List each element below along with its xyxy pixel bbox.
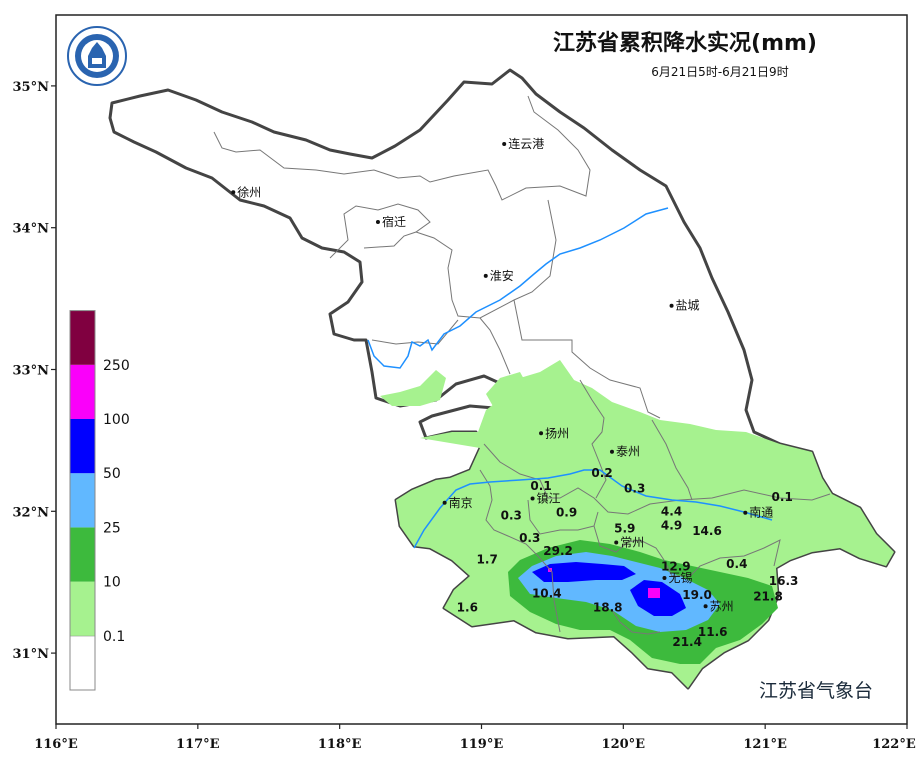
station-value-label: 21.8 bbox=[753, 589, 783, 603]
city-label: 扬州 bbox=[545, 425, 569, 440]
city-label: 徐州 bbox=[237, 184, 261, 199]
x-tick-label: 118°E bbox=[318, 737, 362, 752]
station-values: 0.20.30.10.10.3 0.9 4.45.9 4.9 14.60.329.21.… bbox=[457, 466, 799, 649]
legend-level-label: 50 bbox=[103, 466, 121, 482]
city-dot bbox=[530, 496, 535, 501]
chart-subtitle: 6月21日5时-6月21日9时 bbox=[651, 65, 788, 79]
station-value-label: 0.4 bbox=[726, 557, 747, 571]
station-value-label: 21.4 bbox=[672, 635, 702, 649]
city-dot bbox=[502, 142, 507, 147]
rain-area-100-250 bbox=[648, 588, 660, 598]
city-dot bbox=[703, 604, 708, 609]
rain-area-50-100-west bbox=[532, 562, 636, 582]
station-value-label: 16.3 bbox=[769, 574, 799, 588]
station-value-label: 1.6 bbox=[457, 601, 478, 615]
city-label: 南通 bbox=[749, 505, 773, 520]
station-value-label: 4.9 bbox=[661, 518, 682, 532]
city-label: 南京 bbox=[449, 495, 473, 510]
city-dot bbox=[609, 449, 614, 454]
station-value-label: 18.8 bbox=[593, 601, 623, 615]
city-label: 淮安 bbox=[490, 268, 514, 283]
rain-patch-central bbox=[486, 372, 530, 408]
legend-level-label: 25 bbox=[103, 520, 121, 536]
y-tick-label: 31°N bbox=[13, 647, 50, 662]
city-dot bbox=[231, 190, 236, 195]
station-value-label: 14.6 bbox=[692, 524, 722, 538]
station-value-label: 0.3 bbox=[519, 531, 540, 545]
station-value-label: 1.7 bbox=[477, 553, 498, 567]
city-dot bbox=[743, 510, 748, 515]
station-value-label: 29.2 bbox=[543, 544, 573, 558]
prefecture-boundaries bbox=[213, 95, 831, 635]
chart-title: 江苏省累积降水实况(mm) bbox=[553, 30, 817, 56]
city-dot bbox=[539, 431, 544, 436]
y-tick-label: 32°N bbox=[13, 505, 50, 520]
city-label: 镇江 bbox=[537, 492, 561, 506]
city-dot bbox=[669, 303, 674, 308]
legend-level-label: 100 bbox=[103, 412, 130, 428]
y-tick-label: 33°N bbox=[13, 364, 50, 379]
city-dot bbox=[442, 500, 447, 505]
station-value-label: 0.3 bbox=[624, 482, 645, 496]
rain-patch-north bbox=[380, 370, 446, 406]
legend-border bbox=[69, 310, 96, 691]
x-tick-label: 120°E bbox=[602, 737, 646, 752]
legend-swatch bbox=[70, 473, 95, 528]
y-tick-label: 34°N bbox=[13, 222, 50, 237]
city-dot bbox=[375, 220, 380, 225]
x-tick-label: 117°E bbox=[176, 737, 220, 752]
station-value-label: 0.2 bbox=[591, 466, 612, 480]
legend-level-label: 0.1 bbox=[103, 629, 125, 645]
city-label: 宿迁 bbox=[382, 214, 406, 229]
legend-swatch bbox=[69, 635, 96, 691]
city-label: 盐城 bbox=[676, 299, 700, 313]
city-label: 连云港 bbox=[508, 136, 544, 151]
x-tick-label: 122°E bbox=[872, 737, 916, 752]
jiangsu-meteorological-logo-icon bbox=[67, 26, 127, 86]
station-value-label: 12.9 bbox=[661, 560, 691, 574]
station-value-label: 4.4 bbox=[661, 504, 682, 518]
color-legend: 0.1 10 25 50 100 250 bbox=[69, 310, 130, 691]
legend-swatch bbox=[70, 364, 95, 419]
city-label: 常州 bbox=[620, 535, 644, 549]
axis-ticks: 116°E 117°E 118°E 119°E 120°E 121°E 122°E 31°N 3… bbox=[13, 80, 916, 752]
legend-level-label: 10 bbox=[103, 575, 121, 591]
legend-swatch bbox=[70, 419, 95, 474]
station-value-label: 5.9 bbox=[614, 521, 635, 535]
station-value-label: 0.1 bbox=[772, 490, 793, 504]
city-label: 苏州 bbox=[710, 599, 734, 613]
station-value-label: 0.3 bbox=[501, 509, 522, 523]
legend-swatch bbox=[70, 527, 95, 582]
legend-swatch bbox=[70, 581, 95, 636]
x-tick-label: 119°E bbox=[460, 737, 504, 752]
x-tick-label: 121°E bbox=[743, 737, 787, 752]
station-value-label: 0.1 bbox=[530, 479, 551, 493]
city-dot bbox=[662, 575, 667, 580]
station-value-label: 19.0 bbox=[682, 588, 712, 602]
station-value-label: 11.6 bbox=[698, 625, 728, 639]
city-label: 无锡 bbox=[668, 570, 692, 585]
legend-swatch bbox=[70, 310, 95, 365]
y-tick-label: 35°N bbox=[13, 80, 50, 95]
x-tick-label: 116°E bbox=[34, 737, 78, 752]
city-label: 泰州 bbox=[616, 445, 640, 459]
city-dot bbox=[483, 273, 488, 278]
station-value-label: 10.4 bbox=[532, 587, 562, 601]
city-dot bbox=[614, 540, 619, 545]
agency-name: 江苏省气象台 bbox=[759, 680, 873, 702]
rivers bbox=[367, 207, 773, 549]
station-value-label: 0.9 bbox=[556, 506, 577, 520]
legend-level-label: 250 bbox=[103, 358, 130, 374]
